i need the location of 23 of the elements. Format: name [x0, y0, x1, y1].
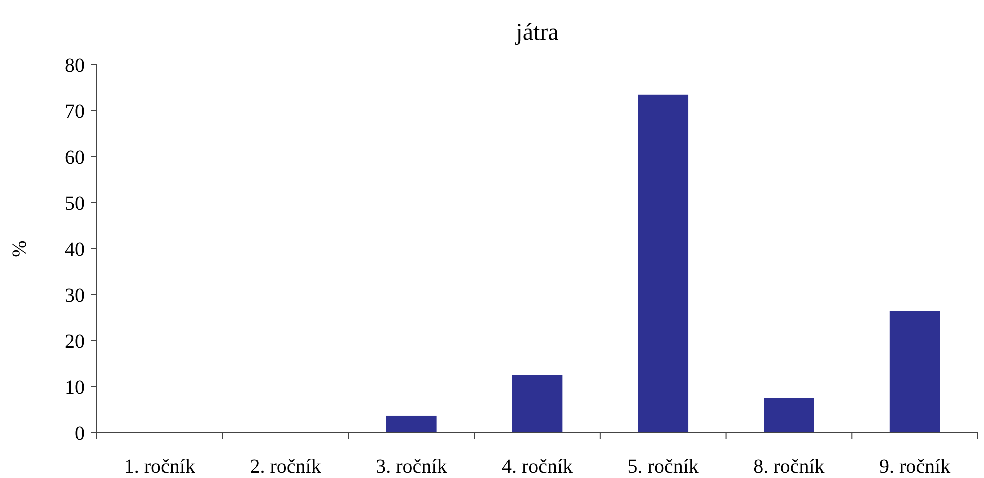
x-tick-label: 4. ročník	[502, 456, 574, 478]
x-tick-label: 8. ročník	[754, 456, 825, 478]
bar	[764, 398, 814, 433]
y-tick-label: 10	[65, 377, 85, 399]
y-tick-label: 70	[65, 101, 85, 123]
x-tick-label: 1. ročník	[124, 456, 196, 478]
bar	[890, 311, 940, 433]
x-tick-label: 2. ročník	[250, 456, 322, 478]
bar	[512, 375, 563, 433]
x-tick-label: 9. ročník	[880, 456, 951, 478]
y-tick-label: 0	[75, 423, 85, 445]
y-tick-label: 60	[65, 147, 85, 169]
bar	[386, 416, 437, 433]
y-tick-label: 50	[65, 193, 85, 215]
y-tick-label: 80	[65, 55, 85, 77]
x-tick-label: 3. ročník	[376, 456, 448, 478]
chart-title: játra	[515, 20, 560, 46]
y-tick-label: 30	[65, 285, 85, 307]
bar	[638, 94, 689, 433]
y-axis-title: %	[9, 240, 31, 258]
x-tick-label: 5. ročník	[628, 456, 699, 478]
y-tick-label: 40	[65, 239, 85, 261]
y-tick-label: 20	[65, 331, 85, 353]
